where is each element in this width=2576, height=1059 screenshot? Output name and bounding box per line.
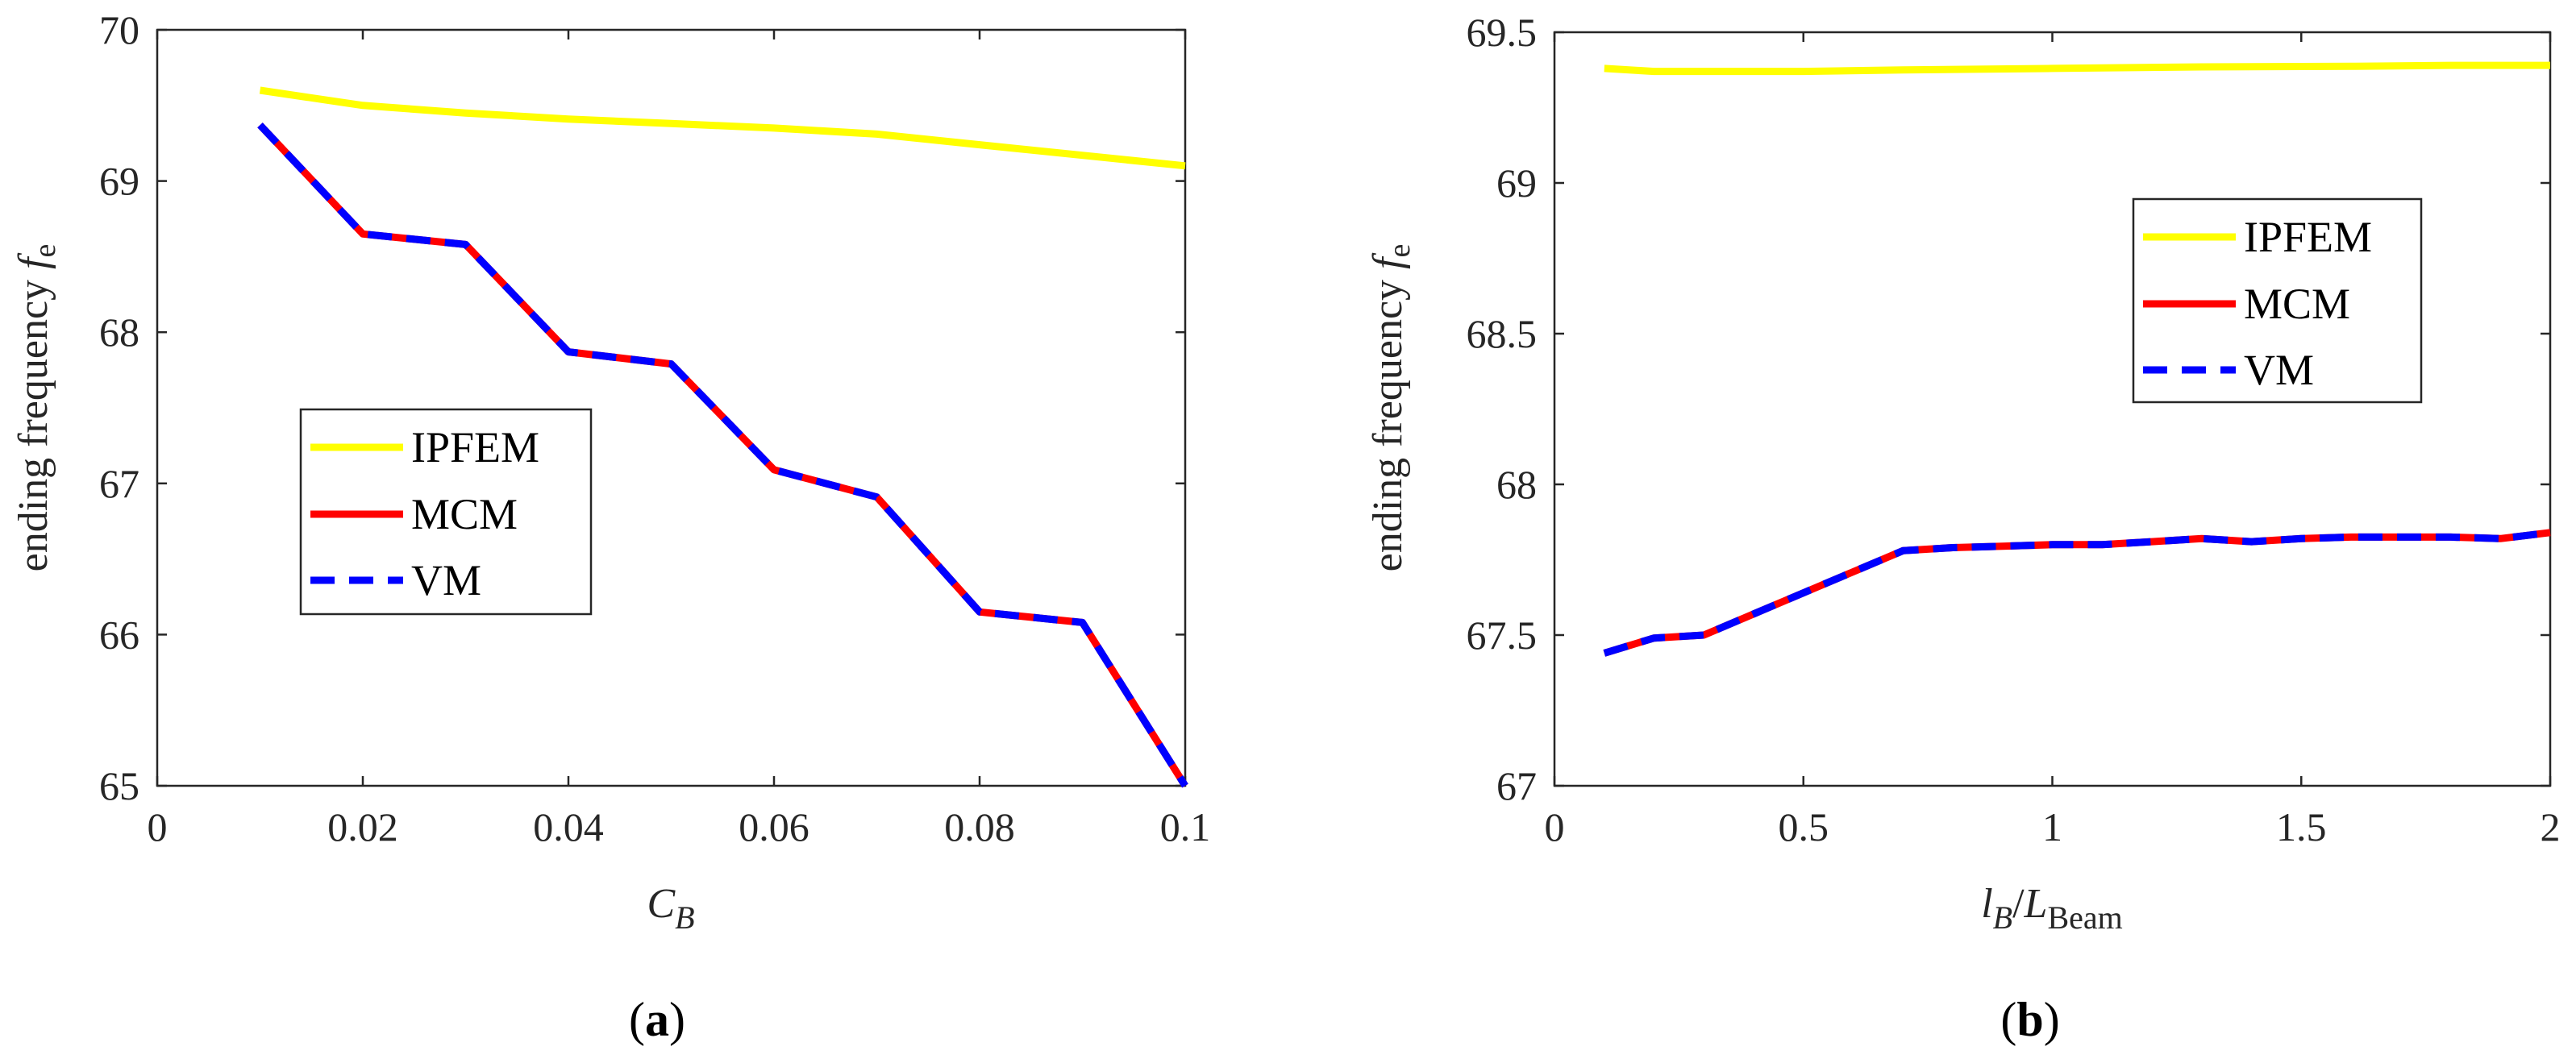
x-tick-label-b: 2 bbox=[2541, 804, 2561, 849]
y-tick-label-b: 67 bbox=[1496, 763, 1537, 808]
x-tick-label-a: 0.02 bbox=[327, 804, 398, 849]
legend-label-mcm-b: MCM bbox=[2244, 280, 2350, 328]
chart-panel-a: 0 0.02 0.04 0.06 0.08 0.1 65 66 67 68 69 70 ending … bbox=[10, 7, 1210, 1046]
y-tick-label-b: 67.5 bbox=[1467, 613, 1538, 658]
x-axis-label-a: CB bbox=[647, 881, 694, 936]
axis-ticks-a: 0 0.02 0.04 0.06 0.08 0.1 65 66 67 68 69 70 bbox=[99, 7, 1210, 849]
legend-label-ipfem-a: IPFEM bbox=[411, 423, 539, 471]
legend-label-ipfem-b: IPFEM bbox=[2244, 213, 2372, 261]
y-tick-label-a: 68 bbox=[99, 309, 139, 355]
y-tick-label-a: 69 bbox=[99, 159, 139, 204]
axis-ticks-b: 0 0.5 1 1.5 2 67 67.5 68 68.5 69 69.5 bbox=[1467, 10, 2561, 849]
x-tick-label-b: 0 bbox=[1545, 804, 1565, 849]
x-tick-label-a: 0.08 bbox=[944, 804, 1015, 849]
y-tick-label-a: 66 bbox=[99, 612, 139, 657]
legend-label-vm-a: VM bbox=[411, 556, 481, 604]
x-tick-label-b: 1.5 bbox=[2276, 804, 2327, 849]
plot-area-b bbox=[1553, 31, 2552, 787]
x-tick-label-b: 0.5 bbox=[1779, 804, 1829, 849]
chart-panel-b: 0 0.5 1 1.5 2 67 67.5 68 68.5 69 69.5 ending frequ… bbox=[1365, 10, 2561, 1046]
x-tick-label-a: 0.1 bbox=[1160, 804, 1211, 849]
caption-b: (b) bbox=[2000, 993, 2059, 1046]
y-axis-label-b: ending frequency fe bbox=[1365, 244, 1417, 572]
x-tick-label-a: 0 bbox=[148, 804, 168, 849]
legend-b: IPFEM MCM VM bbox=[2132, 197, 2423, 404]
legend-label-vm-b: VM bbox=[2244, 346, 2314, 394]
plot-area-a bbox=[156, 28, 1187, 787]
x-axis-label-b: lB/LBeam bbox=[1981, 881, 2123, 936]
series-line-vm-a bbox=[257, 123, 1188, 788]
y-tick-label-a: 67 bbox=[99, 461, 139, 506]
x-tick-label-a: 0.04 bbox=[533, 804, 604, 849]
legend-label-mcm-a: MCM bbox=[411, 490, 518, 538]
series-lines-b bbox=[1603, 61, 2551, 657]
y-axis-label-a: ending frequency fe bbox=[10, 244, 62, 572]
x-tick-label-a: 0.06 bbox=[739, 804, 809, 849]
y-tick-label-b: 69.5 bbox=[1467, 10, 1538, 55]
y-tick-label-a: 70 bbox=[99, 7, 139, 52]
x-tick-label-b: 1 bbox=[2042, 804, 2062, 849]
series-line-vm-b bbox=[1603, 529, 2551, 657]
legend-a: IPFEM MCM VM bbox=[299, 408, 593, 616]
y-tick-label-b: 68.5 bbox=[1467, 311, 1538, 356]
series-line-ipfem-b bbox=[1604, 61, 2550, 76]
y-tick-label-b: 69 bbox=[1496, 160, 1537, 206]
series-line-ipfem-a bbox=[259, 86, 1186, 170]
y-tick-label-b: 68 bbox=[1496, 462, 1537, 507]
y-tick-label-a: 65 bbox=[99, 763, 139, 808]
series-lines-a bbox=[257, 86, 1188, 788]
caption-a: (a) bbox=[629, 993, 685, 1046]
